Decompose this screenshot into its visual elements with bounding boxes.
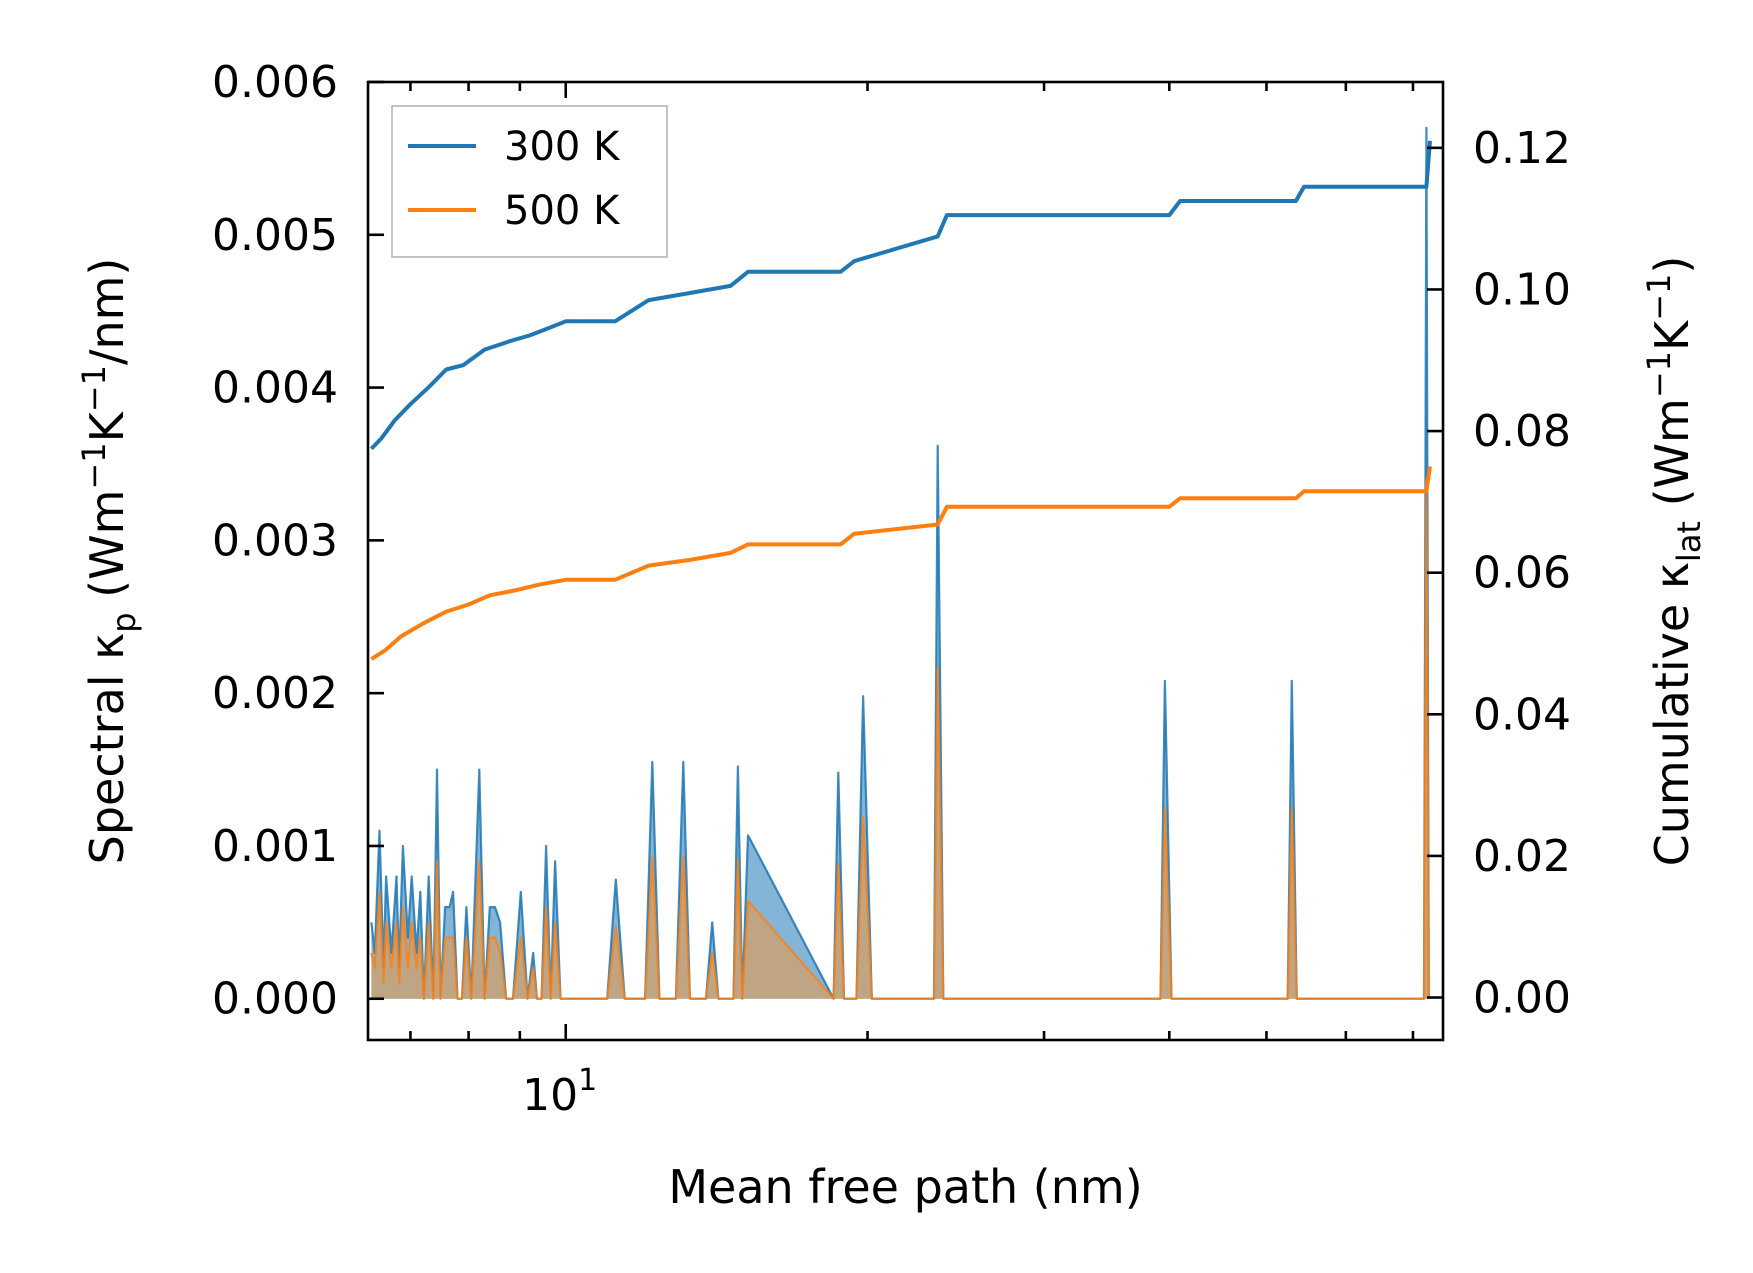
- legend-entry-label: 300 K: [504, 124, 621, 170]
- legend-box: [391, 105, 668, 258]
- right-y-tick-label: 0.06: [1473, 548, 1571, 599]
- right-y-tick-label: 0.02: [1473, 831, 1571, 882]
- right-y-tick-label: 0.12: [1473, 123, 1571, 174]
- left-y-axis-label: Spectral κp (Wm−1K−1/nm): [75, 258, 143, 865]
- right-y-tick-label: 0.00: [1473, 973, 1571, 1024]
- left-y-tick-label: 0.006: [212, 57, 338, 108]
- spectral-500k-line: [370, 478, 1430, 1000]
- left-y-tick-label: 0.003: [212, 515, 338, 566]
- right-y-tick-label: 0.04: [1473, 689, 1571, 740]
- plot-frame: [366, 80, 1445, 1042]
- spectral-300k-area: [371, 127, 1429, 999]
- legend-entry-label: 500 K: [504, 188, 621, 234]
- left-y-tick-label: 0.001: [212, 821, 338, 872]
- axes: 0.000 0.001 0.002 0.003 0.004 0.005 0.006 0.00 0…: [75, 57, 1708, 1214]
- x-axis-label: Mean free path (nm): [668, 1160, 1142, 1214]
- x-tick-label: 101: [522, 1063, 597, 1121]
- left-y-tick-label: 0.004: [212, 363, 338, 414]
- left-y-tick-label: 0.005: [212, 210, 338, 261]
- legend: 300 K 500 K: [391, 105, 668, 258]
- plot-area: [369, 126, 1432, 1000]
- right-y-tick-label: 0.08: [1473, 406, 1571, 457]
- spectral-500k-area: [371, 479, 1429, 999]
- right-y-axis-label: Cumulative κlat (Wm−1K−1): [1640, 256, 1708, 867]
- spectral-300k-line: [370, 126, 1430, 1000]
- cumulative-500k-line: [370, 466, 1432, 661]
- right-y-tick-label: 0.10: [1473, 264, 1571, 315]
- left-y-tick-label: 0.002: [212, 668, 338, 719]
- cumulative-300k-line: [369, 140, 1432, 451]
- left-y-tick-label: 0.000: [212, 974, 338, 1025]
